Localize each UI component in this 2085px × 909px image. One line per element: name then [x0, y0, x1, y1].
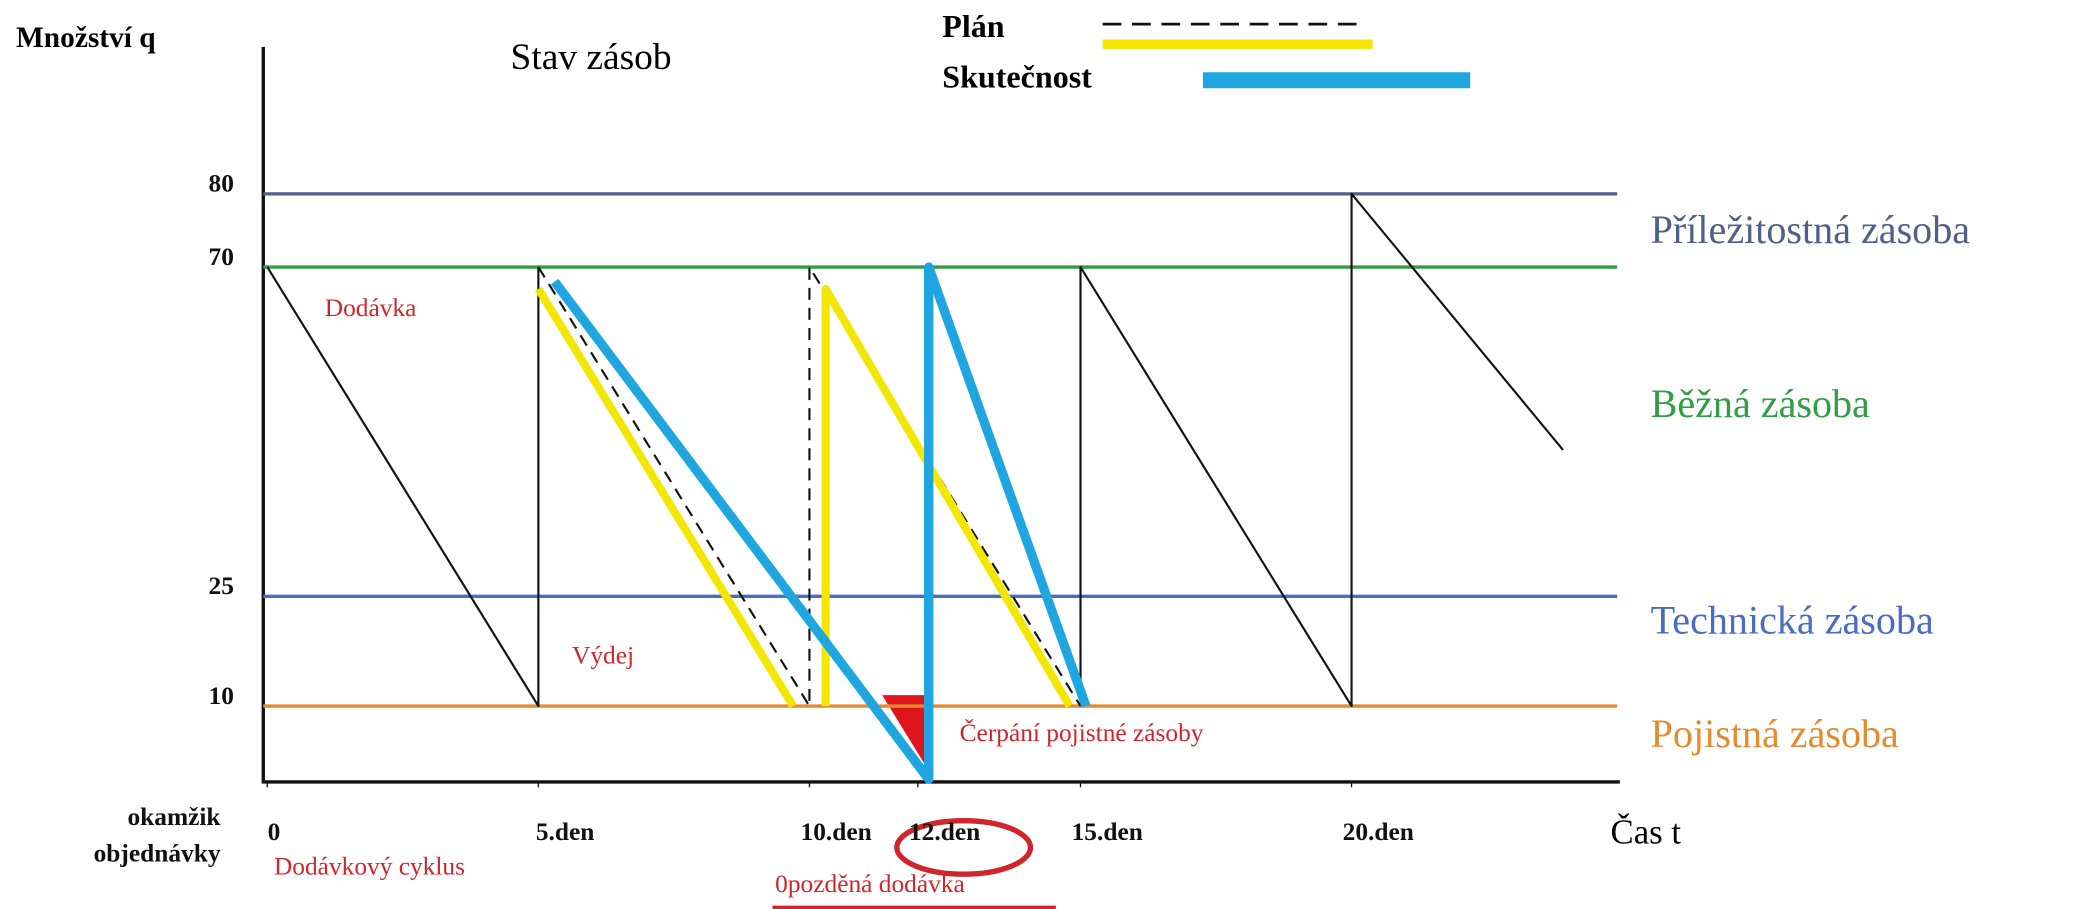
- x-tick-label: 15.den: [1072, 818, 1143, 846]
- x-tick-label: 5.den: [536, 818, 595, 846]
- legend-label: Plán: [942, 8, 1005, 44]
- x-tick-label: 12.den: [909, 818, 980, 846]
- annotation: Dodávkový cyklus: [274, 853, 465, 881]
- annotation: objednávky: [94, 839, 221, 867]
- annotation: Dodávka: [325, 294, 417, 322]
- x-tick-label: 20.den: [1343, 818, 1414, 846]
- highlight: [894, 818, 1034, 877]
- y-axis-label: Množství q: [16, 22, 156, 54]
- series-line: [537, 265, 1082, 708]
- zone-label: Běžná zásoba: [1651, 381, 1870, 426]
- series-line: [266, 192, 1564, 708]
- zone-label: Pojistná zásoba: [1651, 711, 1899, 756]
- zone-label: Technická zásoba: [1651, 597, 1934, 642]
- y-tick-label: 70: [209, 243, 234, 271]
- chart-title: Stav zásob: [511, 37, 672, 78]
- y-tick-label: 10: [209, 682, 234, 710]
- safety-draw-area: [882, 695, 932, 776]
- x-tick-label: 0: [268, 818, 281, 846]
- y-tick-label: 80: [209, 170, 234, 198]
- annotation: 0pozděná dodávka: [775, 870, 965, 898]
- legend-label: Skutečnost: [942, 59, 1092, 95]
- y-tick-label: 25: [209, 572, 234, 600]
- annotation: Čerpání pojistné zásoby: [960, 719, 1204, 747]
- series-line: [550, 262, 1091, 784]
- x-tick-label: 10.den: [801, 818, 872, 846]
- zone-label: Příležitostná zásoba: [1651, 207, 1971, 252]
- annotation: okamžik: [127, 803, 221, 831]
- series-line: [534, 284, 1074, 709]
- x-axis-label: Čas t: [1611, 811, 1682, 851]
- annotation: Výdej: [572, 641, 634, 669]
